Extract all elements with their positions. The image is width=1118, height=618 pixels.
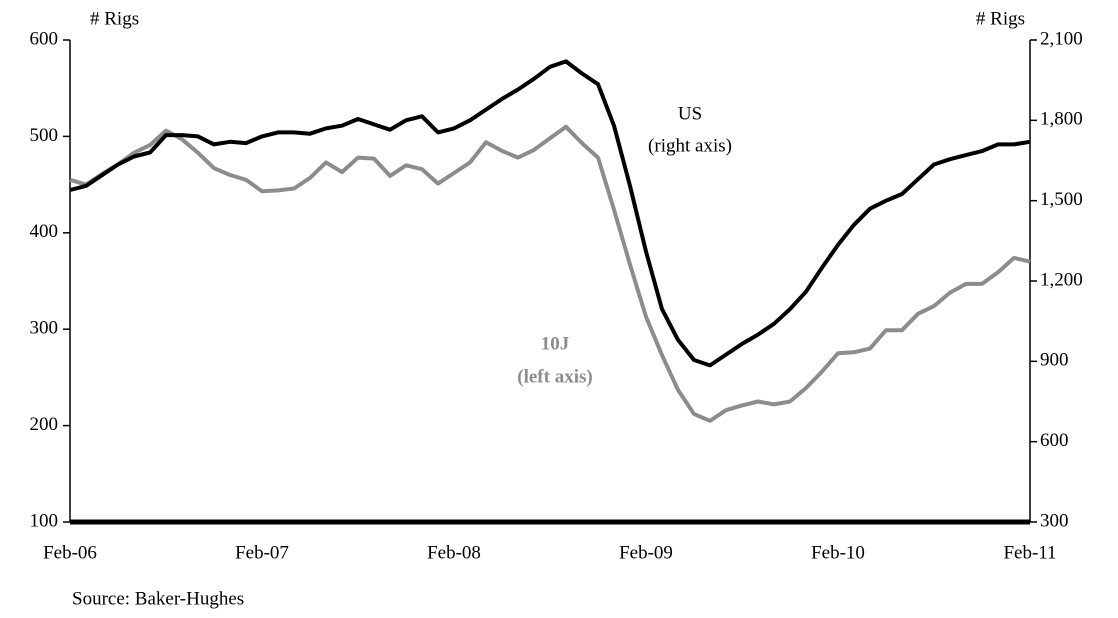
y-tick-label: 100 (30, 510, 59, 531)
us-label: US (678, 103, 702, 124)
y-tick-label: 200 (30, 414, 59, 435)
series-line (69, 124, 1031, 423)
y2-tick-label: 900 (1040, 350, 1069, 371)
source: Source: Baker-Hughes (72, 588, 244, 609)
y2-tick-label: 600 (1040, 430, 1069, 451)
y-tick-label: 600 (30, 28, 59, 49)
y2-tick-label: 1,200 (1040, 269, 1083, 290)
us-annotation: (right axis) (648, 135, 732, 156)
x-tick-label: Feb-07 (235, 542, 289, 563)
x-tick-label: Feb-10 (811, 542, 865, 563)
y-tick-label: 400 (30, 221, 59, 242)
y2-tick-label: 1,800 (1040, 109, 1083, 130)
x-tick-label: Feb-06 (43, 542, 97, 563)
x-tick-label: Feb-09 (619, 542, 673, 563)
y2-tick-label: 1,500 (1040, 189, 1083, 210)
left-axis-label: # Rigs (90, 8, 139, 29)
series-line (69, 59, 1031, 368)
10j-annotation: (left axis) (517, 366, 592, 387)
x-tick-label: Feb-11 (1003, 542, 1056, 563)
x-tick-label: Feb-08 (427, 542, 481, 563)
y2-tick-label: 2,100 (1040, 28, 1083, 49)
y-tick-label: 500 (30, 125, 59, 146)
right-axis-label: # Rigs (976, 8, 1025, 29)
y2-tick-label: 300 (1040, 510, 1069, 531)
10j-label: 10J (541, 333, 570, 354)
y-tick-label: 300 (30, 318, 59, 339)
